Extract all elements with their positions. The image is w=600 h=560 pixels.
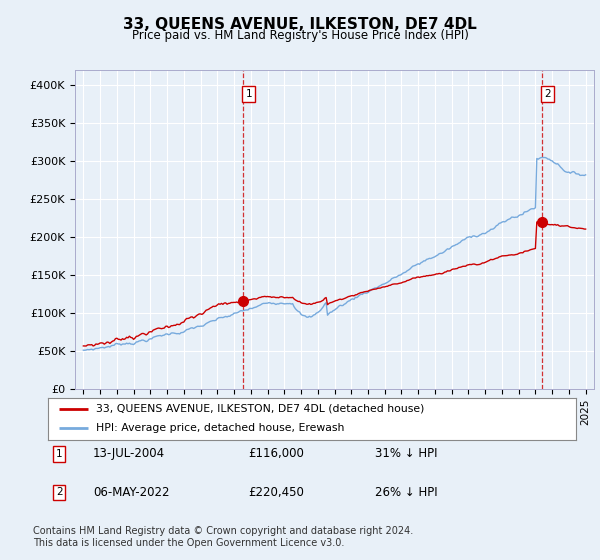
Text: £220,450: £220,450 [248,486,305,499]
Text: 31% ↓ HPI: 31% ↓ HPI [376,447,438,460]
Text: This data is licensed under the Open Government Licence v3.0.: This data is licensed under the Open Gov… [33,538,344,548]
Text: £116,000: £116,000 [248,447,305,460]
Text: HPI: Average price, detached house, Erewash: HPI: Average price, detached house, Erew… [95,423,344,433]
Text: 33, QUEENS AVENUE, ILKESTON, DE7 4DL: 33, QUEENS AVENUE, ILKESTON, DE7 4DL [123,17,477,32]
Text: 2: 2 [544,90,551,99]
Text: Contains HM Land Registry data © Crown copyright and database right 2024.: Contains HM Land Registry data © Crown c… [33,526,413,536]
Text: 1: 1 [56,449,62,459]
Text: 33, QUEENS AVENUE, ILKESTON, DE7 4DL (detached house): 33, QUEENS AVENUE, ILKESTON, DE7 4DL (de… [95,404,424,414]
Text: Price paid vs. HM Land Registry's House Price Index (HPI): Price paid vs. HM Land Registry's House … [131,29,469,42]
Text: 1: 1 [245,90,252,99]
Text: 13-JUL-2004: 13-JUL-2004 [93,447,165,460]
Text: 06-MAY-2022: 06-MAY-2022 [93,486,169,499]
Text: 26% ↓ HPI: 26% ↓ HPI [376,486,438,499]
Text: 2: 2 [56,487,62,497]
